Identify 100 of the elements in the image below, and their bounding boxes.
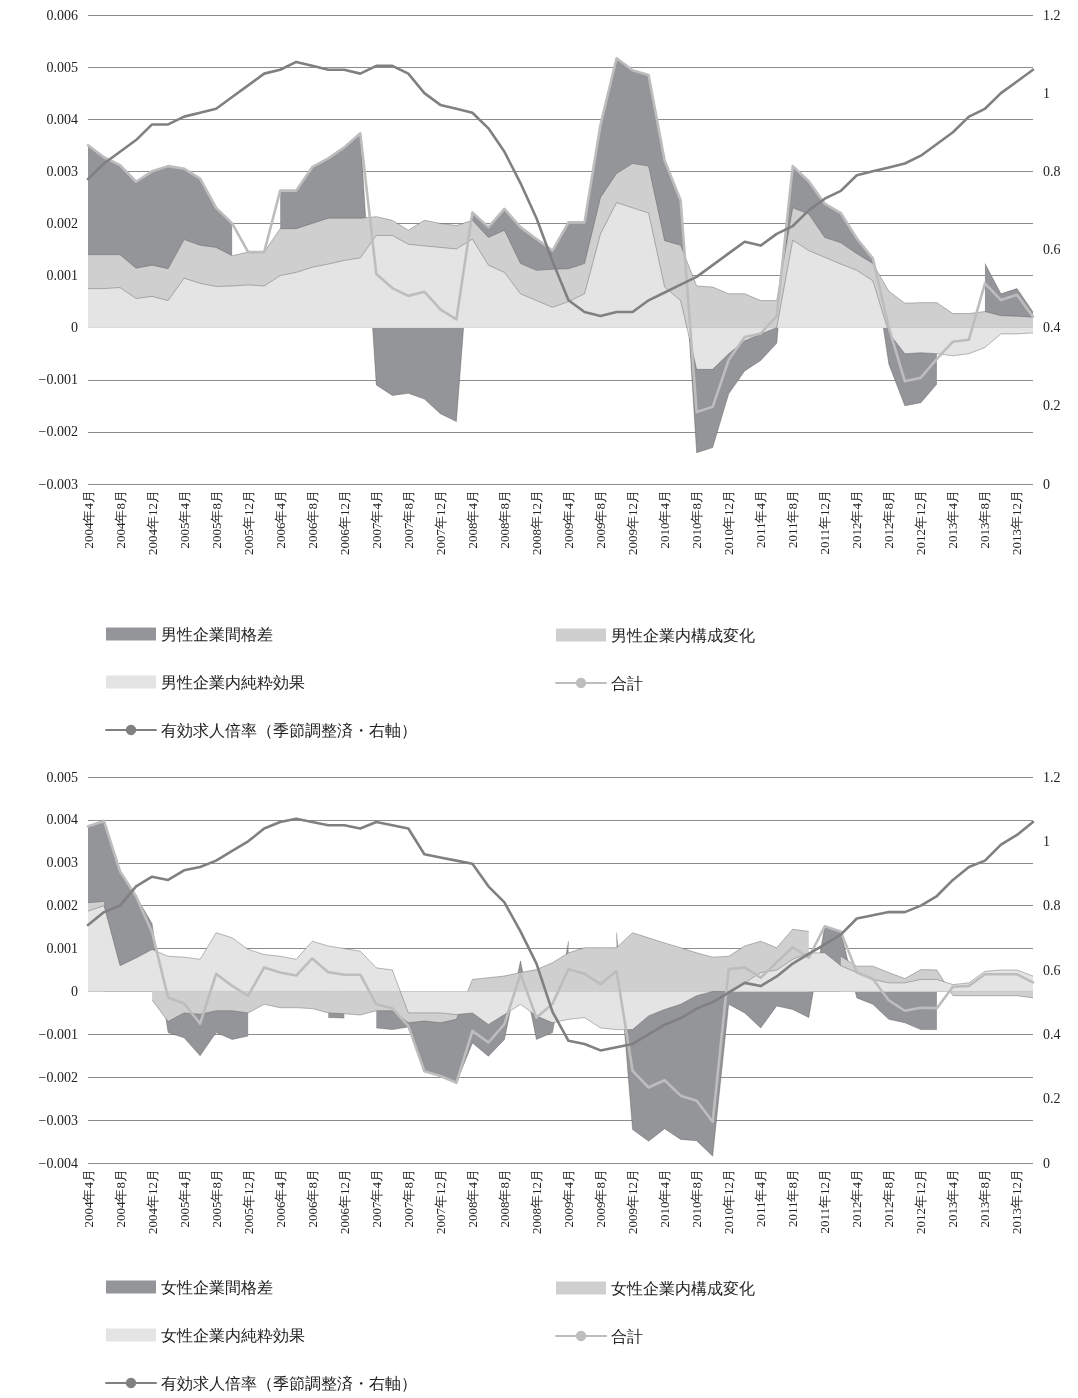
x-tick-label: 2005年8月 <box>208 490 224 549</box>
legend-label: 合計 <box>611 674 643 692</box>
x-tick-label: 2004年12月 <box>144 490 160 555</box>
x-tick-label: 2013年4月 <box>945 490 961 549</box>
x-tick-label: 2012年8月 <box>881 490 897 549</box>
x-tick-label: 2008年4月 <box>464 490 480 549</box>
legend-label: 男性企業内純粋効果 <box>161 673 305 691</box>
x-tick-label: 2007年8月 <box>400 1169 416 1228</box>
y-tick-label: −0.001 <box>38 1026 78 1042</box>
x-tick-label: 2012年12月 <box>913 1169 929 1234</box>
y-tick-label: 0.005 <box>46 769 78 785</box>
line-series <box>86 819 1035 1124</box>
x-tick-label: 2004年4月 <box>80 490 96 549</box>
x-tick-label: 2010年4月 <box>657 490 673 549</box>
y-tick-label: 0.003 <box>46 855 78 871</box>
legend-label: 女性企業内純粋効果 <box>161 1326 305 1344</box>
x-tick-label: 2004年4月 <box>80 1169 96 1228</box>
y-tick-label: 0.002 <box>46 898 78 914</box>
x-tick-label: 2008年8月 <box>496 490 512 549</box>
x-tick-label: 2011年8月 <box>785 490 801 549</box>
x-tick-label: 2007年4月 <box>368 490 384 549</box>
legend-label: 女性企業内構成変化 <box>611 1279 755 1297</box>
x-tick-label: 2009年4月 <box>561 490 577 549</box>
y2-tick-label: 0.8 <box>1043 163 1061 179</box>
x-tick-label: 2013年8月 <box>977 490 993 549</box>
y2-tick-label: 0.2 <box>1043 1091 1061 1107</box>
y2-tick-label: 0.4 <box>1043 1026 1061 1042</box>
x-tick-label: 2008年12月 <box>528 1169 544 1234</box>
y-tick-label: 0 <box>71 983 78 999</box>
x-tick-label: 2013年8月 <box>977 1169 993 1228</box>
x-tick-label: 2012年4月 <box>849 490 865 549</box>
y-tick-label: 0.001 <box>46 941 78 957</box>
x-tick-label: 2005年12月 <box>240 1169 256 1234</box>
x-tick-label: 2011年12月 <box>817 1169 833 1234</box>
x-tick-label: 2006年8月 <box>304 490 320 549</box>
x-tick-label: 2007年8月 <box>400 490 416 549</box>
x-tick-label: 2006年8月 <box>304 1169 320 1228</box>
x-tick-label: 2009年12月 <box>625 490 641 555</box>
x-tick-label: 2012年8月 <box>881 1169 897 1228</box>
y-tick-label: −0.004 <box>38 1155 78 1171</box>
y-tick-label: 0.005 <box>46 59 78 75</box>
y2-tick-label: 0.4 <box>1043 320 1061 336</box>
legend-label: 女性企業間格差 <box>161 1278 273 1296</box>
y-tick-label: 0.003 <box>46 163 78 179</box>
x-tick-label: 2012年12月 <box>913 490 929 555</box>
legend-label: 有効求人倍率（季節調整済・右軸） <box>161 721 417 739</box>
legend-label: 合計 <box>611 1327 643 1345</box>
legend-label: 男性企業内構成変化 <box>611 626 755 644</box>
x-tick-label: 2005年4月 <box>176 490 192 549</box>
x-tick-label: 2004年8月 <box>112 1169 128 1228</box>
x-tick-label: 2013年12月 <box>1009 490 1025 555</box>
x-tick-label: 2005年12月 <box>240 490 256 555</box>
y2-tick-label: 1 <box>1043 833 1050 849</box>
y2-tick-label: 0 <box>1043 476 1050 492</box>
y2-tick-label: 1.2 <box>1043 7 1061 23</box>
x-tick-label: 2010年4月 <box>657 1169 673 1228</box>
x-tick-label: 2004年12月 <box>144 1169 160 1234</box>
y-tick-label: −0.003 <box>38 476 78 492</box>
x-tick-label: 2009年8月 <box>593 490 609 549</box>
x-tick-label: 2010年8月 <box>689 490 705 549</box>
y2-tick-label: 0.6 <box>1043 962 1061 978</box>
x-tick-label: 2012年4月 <box>849 1169 865 1228</box>
legend-label: 男性企業間格差 <box>161 625 273 643</box>
x-tick-label: 2007年4月 <box>368 1169 384 1228</box>
x-tick-label: 2006年12月 <box>336 1169 352 1234</box>
y-tick-label: 0.001 <box>46 268 78 284</box>
x-tick-label: 2011年4月 <box>753 1169 769 1228</box>
y2-tick-label: 0.8 <box>1043 898 1061 914</box>
x-tick-label: 2006年4月 <box>272 1169 288 1228</box>
x-tick-label: 2008年8月 <box>496 1169 512 1228</box>
x-tick-label: 2007年12月 <box>432 1169 448 1234</box>
y-tick-label: −0.001 <box>38 372 78 388</box>
x-tick-label: 2008年12月 <box>528 490 544 555</box>
x-tick-label: 2009年8月 <box>593 1169 609 1228</box>
x-tick-label: 2013年12月 <box>1009 1169 1025 1234</box>
legend-label: 有効求人倍率（季節調整済・右軸） <box>161 1374 417 1392</box>
x-tick-label: 2009年12月 <box>625 1169 641 1234</box>
x-tick-label: 2010年12月 <box>721 490 737 555</box>
y2-tick-label: 0 <box>1043 1155 1050 1171</box>
x-tick-label: 2010年12月 <box>721 1169 737 1234</box>
x-tick-label: 2006年4月 <box>272 490 288 549</box>
y-tick-label: −0.003 <box>38 1112 78 1128</box>
x-tick-label: 2005年4月 <box>176 1169 192 1228</box>
y-tick-label: 0.004 <box>46 111 78 127</box>
x-tick-label: 2011年4月 <box>753 490 769 549</box>
y-tick-label: 0.004 <box>46 812 78 828</box>
y-tick-label: 0.002 <box>46 215 78 231</box>
line-series <box>86 817 1035 1052</box>
x-tick-label: 2010年8月 <box>689 1169 705 1228</box>
x-tick-label: 2009年4月 <box>561 1169 577 1228</box>
x-tick-label: 2013年4月 <box>945 1169 961 1228</box>
y-tick-label: −0.002 <box>38 1069 78 1085</box>
y2-tick-label: 0.2 <box>1043 398 1061 414</box>
y-tick-label: −0.002 <box>38 424 78 440</box>
x-tick-label: 2008年4月 <box>464 1169 480 1228</box>
x-tick-label: 2005年8月 <box>208 1169 224 1228</box>
x-tick-label: 2007年12月 <box>432 490 448 555</box>
y2-tick-label: 1 <box>1043 85 1050 101</box>
y-tick-label: 0.006 <box>46 7 78 23</box>
y-tick-label: 0 <box>71 320 78 336</box>
